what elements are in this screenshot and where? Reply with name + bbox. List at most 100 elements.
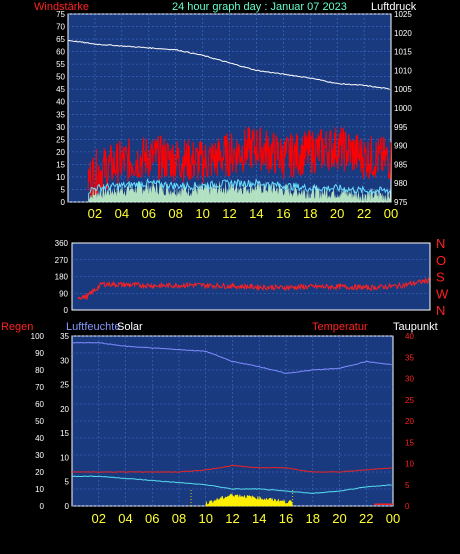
pressure-tick-label: 975 [394,198,408,207]
rain-tick-label: 100 [31,332,45,341]
temperature-tick-label: 25 [405,396,414,405]
direction-tick-label: 270 [55,256,69,265]
compass-label: N [436,303,445,318]
wind-axis-title: Windstärke [34,1,90,13]
avg-wind-line [88,178,391,195]
x-tick-label: 22 [357,206,371,221]
dewpoint-axis-title: Taupunkt [393,321,438,333]
temperature-tick-label: 35 [405,353,414,362]
wind-tick-label: 40 [56,98,65,107]
x-tick-label: 00 [386,511,400,526]
temperature-tick-label: 0 [405,502,410,511]
temperature-tick-label: 30 [405,375,414,384]
rain-tick-label: 90 [35,349,44,358]
humidity-tick-label: 35 [60,332,69,341]
humidity-tick-label: 0 [65,502,70,511]
direction-tick-label: 180 [55,273,69,282]
compass-label: O [436,253,446,268]
wind-tick-label: 75 [56,10,65,19]
humidity-tick-label: 15 [60,429,69,438]
pressure-tick-label: 980 [394,179,408,188]
direction-tick-label: 360 [55,239,69,248]
pressure-tick-label: 1015 [394,48,412,57]
x-tick-label: 14 [252,511,266,526]
pressure-tick-label: 1020 [394,29,412,38]
rain-tick-label: 10 [35,485,44,494]
wind-tick-label: 65 [56,35,65,44]
pressure-line [67,39,390,90]
wind-tick-label: 60 [56,48,65,57]
humidity-tick-label: 5 [65,478,70,487]
temperature-line [71,464,392,473]
wind-tick-label: 55 [56,60,65,69]
x-tick-label: 16 [276,206,290,221]
gust-area [88,179,391,202]
wind-tick-label: 25 [56,135,65,144]
x-tick-label: 02 [92,511,106,526]
temperature-tick-label: 20 [405,417,414,426]
solar-axis-title: Solar [117,321,143,333]
wind-tick-label: 45 [56,85,65,94]
temperature-tick-label: 5 [405,481,410,490]
compass-label: S [436,270,445,285]
wind-tick-label: 70 [56,23,65,32]
pressure-axis-title: Luftdruck [371,1,417,13]
pressure-tick-label: 1000 [394,104,412,113]
wind-tick-label: 5 [61,185,66,194]
rain-tick-label: 60 [35,400,44,409]
compass-label: N [436,236,445,251]
rain-tick-label: 30 [35,451,44,460]
wind-tick-label: 30 [56,123,65,132]
wind-tick-label: 50 [56,73,65,82]
humidity-tick-label: 30 [60,356,69,365]
x-tick-label: 04 [115,206,129,221]
rain-tick-label: 0 [40,502,45,511]
x-tick-label: 18 [306,511,320,526]
humidity-tick-label: 20 [60,405,69,414]
rain-tick-label: 50 [35,417,44,426]
x-tick-label: 00 [384,206,398,221]
pressure-tick-label: 995 [394,123,408,132]
compass-label: W [436,286,449,301]
x-tick-label: 06 [145,511,159,526]
direction-line [77,276,430,300]
wind-tick-label: 20 [56,148,65,157]
humidity-tick-label: 25 [60,381,69,390]
x-tick-label: 12 [225,511,239,526]
temperature-axis-title: Temperatur [312,321,368,333]
pressure-tick-label: 1010 [394,66,412,75]
x-tick-label: 08 [168,206,182,221]
rain-tick-label: 70 [35,383,44,392]
x-tick-label: 22 [359,511,373,526]
pressure-tick-label: 1025 [394,10,412,19]
x-tick-label: 14 [249,206,263,221]
temperature-tick-label: 40 [405,332,414,341]
dewpoint-line [71,475,392,495]
x-tick-label: 20 [330,206,344,221]
direction-tick-label: 90 [59,289,68,298]
wind-tick-label: 0 [61,198,66,207]
wind-tick-label: 15 [56,160,65,169]
pressure-tick-label: 990 [394,142,408,151]
direction-tick-label: 0 [64,306,69,315]
humidity-line [71,341,392,374]
x-tick-label: 06 [142,206,156,221]
rain-tick-label: 40 [35,434,44,443]
x-tick-label: 10 [199,511,213,526]
page-title: 24 hour graph day : Januar 07 2023 [172,1,347,13]
x-tick-label: 16 [279,511,293,526]
temperature-tick-label: 10 [405,460,414,469]
humidity-tick-label: 10 [60,453,69,462]
pressure-tick-label: 1005 [394,85,412,94]
x-tick-label: 08 [172,511,186,526]
wind-line [87,127,392,198]
wind-tick-label: 10 [56,173,65,182]
solar-area [205,492,294,507]
temperature-tick-label: 15 [405,438,414,447]
x-tick-label: 12 [222,206,236,221]
pressure-tick-label: 985 [394,160,408,169]
x-tick-label: 10 [195,206,209,221]
x-tick-label: 18 [303,206,317,221]
